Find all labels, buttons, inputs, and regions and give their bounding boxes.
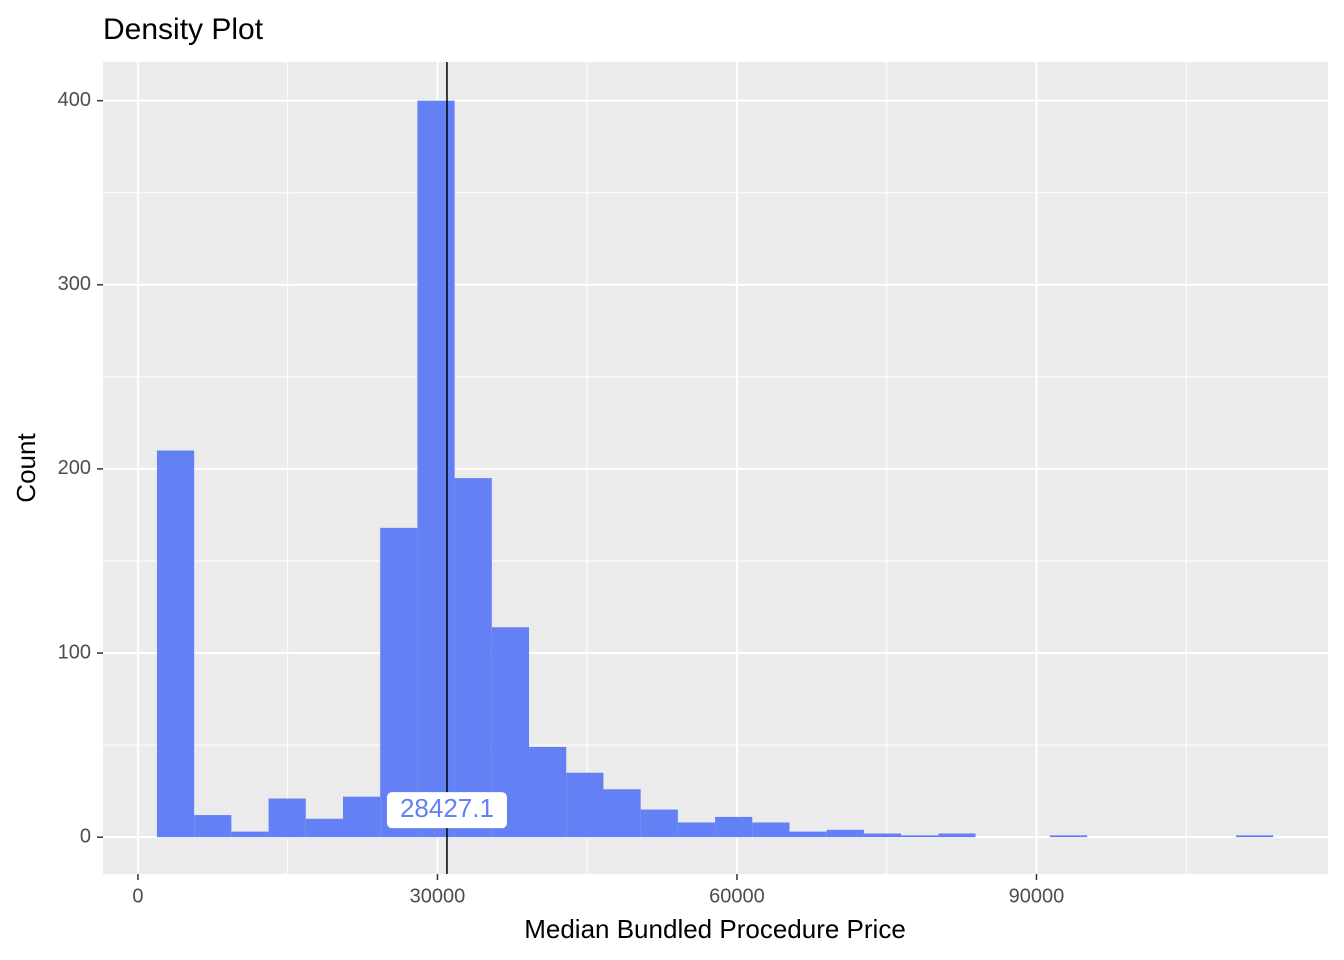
- y-tick-label: 100: [58, 641, 91, 663]
- y-axis-label: Count: [11, 433, 41, 503]
- bar: [938, 833, 976, 838]
- bar: [417, 100, 455, 838]
- bar: [380, 527, 418, 838]
- bar: [156, 450, 195, 838]
- bar: [342, 796, 381, 838]
- y-tick-label: 200: [58, 457, 91, 479]
- chart-title: Density Plot: [103, 13, 264, 46]
- bar: [863, 833, 902, 838]
- annotation-box: [386, 792, 507, 829]
- y-tick-label: 300: [58, 273, 91, 295]
- bar: [566, 772, 604, 838]
- bar: [715, 816, 753, 838]
- bar: [752, 822, 790, 838]
- bar: [789, 831, 827, 838]
- x-tick-label: 60000: [709, 885, 765, 907]
- bar: [901, 835, 939, 838]
- bar: [826, 829, 864, 838]
- y-tick-label: 400: [58, 89, 91, 111]
- bar: [640, 809, 678, 838]
- bar: [231, 831, 269, 838]
- bar: [268, 798, 306, 838]
- x-tick-label: 0: [132, 885, 143, 907]
- x-axis-label: Median Bundled Procedure Price: [524, 914, 906, 944]
- x-tick-label: 30000: [410, 885, 466, 907]
- bar: [454, 478, 492, 838]
- bar: [305, 818, 343, 838]
- bar: [194, 815, 232, 838]
- bar: [1049, 835, 1088, 838]
- bar: [603, 789, 641, 838]
- bar: [529, 746, 567, 838]
- y-tick-label: 0: [80, 825, 91, 847]
- bar: [1236, 835, 1274, 838]
- annotation: 28427.1: [400, 793, 494, 823]
- x-tick-label: 90000: [1009, 885, 1065, 907]
- bar: [677, 822, 716, 838]
